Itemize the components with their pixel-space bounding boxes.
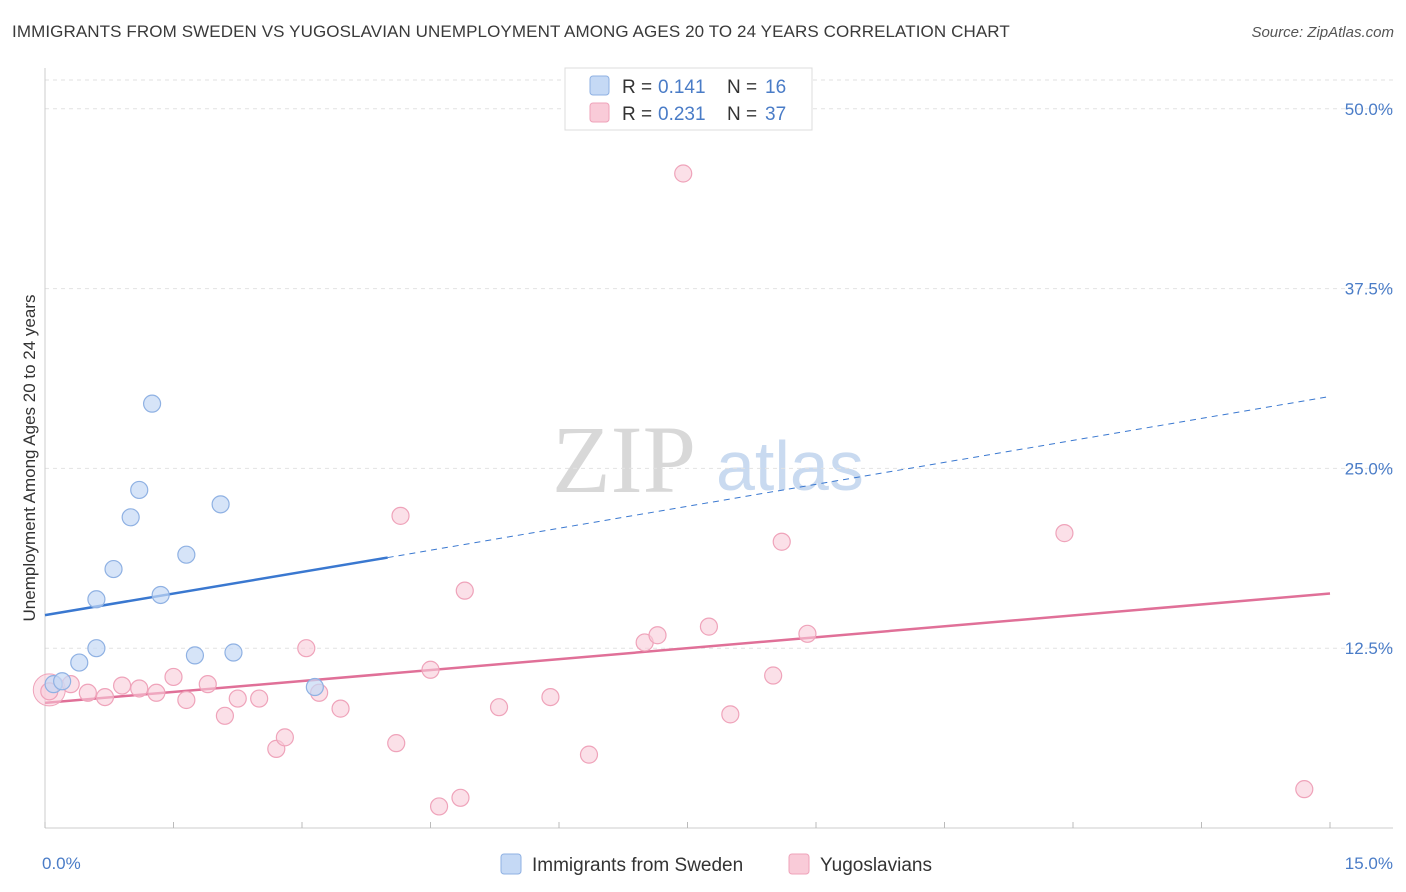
data-point-yugoslavians	[421, 660, 440, 679]
data-point-yugoslavians	[331, 699, 350, 718]
data-point-sweden	[87, 590, 106, 609]
data-point-sweden	[224, 643, 243, 662]
data-point-yugoslavians	[798, 624, 817, 643]
data-point-yugoslavians	[112, 676, 132, 695]
legend-r-label-2: R =	[622, 104, 652, 125]
data-point-yugoslavians	[429, 797, 449, 816]
bottom-legend-label-yugoslavians: Yugoslavians	[820, 855, 932, 876]
data-points	[32, 164, 1314, 816]
legend-r-label-1: R =	[622, 77, 652, 98]
data-point-sweden	[177, 545, 196, 564]
data-point-sweden	[70, 653, 89, 672]
trend-line-yugoslavians	[44, 592, 1331, 705]
data-point-yugoslavians	[147, 683, 166, 702]
data-point-yugoslavians	[275, 728, 294, 747]
y-axis-title: Unemployment Among Ages 20 to 24 years	[20, 295, 39, 622]
legend-swatch-sweden	[589, 75, 610, 96]
data-point-yugoslavians	[455, 581, 474, 600]
data-point-sweden	[104, 559, 123, 579]
bottom-legend: Immigrants from Sweden Yugoslavians	[500, 853, 932, 876]
data-point-yugoslavians	[772, 532, 791, 551]
data-point-yugoslavians	[579, 745, 599, 764]
trend-line-sweden-extension	[387, 395, 1331, 559]
x-tick-label-min: 0.0%	[42, 854, 81, 873]
data-point-yugoslavians	[391, 506, 410, 525]
data-point-yugoslavians	[228, 689, 247, 708]
watermark-zip: ZIP	[552, 406, 696, 513]
y-tick-label: 25.0%	[1345, 459, 1393, 478]
data-point-yugoslavians	[721, 705, 740, 724]
chart-title: IMMIGRANTS FROM SWEDEN VS YUGOSLAVIAN UN…	[12, 22, 1010, 41]
data-point-yugoslavians	[250, 689, 269, 708]
legend-n-value-1: 16	[765, 77, 786, 98]
data-point-sweden	[142, 394, 162, 413]
data-point-sweden	[185, 646, 205, 665]
y-tick-label: 12.5%	[1345, 639, 1393, 658]
data-point-yugoslavians	[1295, 780, 1314, 799]
data-point-sweden	[130, 480, 149, 500]
data-point-yugoslavians	[489, 698, 509, 717]
watermark-atlas: atlas	[716, 427, 864, 505]
data-point-yugoslavians	[78, 683, 97, 702]
data-point-yugoslavians	[1055, 524, 1074, 543]
legend-swatch-yugoslavians	[589, 102, 610, 123]
data-point-yugoslavians	[541, 687, 560, 707]
data-point-yugoslavians	[648, 626, 667, 645]
legend-n-label-1: N =	[727, 77, 757, 98]
data-point-yugoslavians	[674, 164, 693, 183]
data-point-yugoslavians	[451, 788, 470, 807]
data-point-sweden	[53, 672, 72, 691]
source-label: Source: ZipAtlas.com	[1251, 24, 1394, 41]
data-point-sweden	[305, 677, 324, 697]
data-point-yugoslavians	[297, 639, 316, 658]
data-point-yugoslavians	[387, 734, 406, 753]
data-point-yugoslavians	[177, 690, 196, 710]
y-tick-label: 37.5%	[1345, 280, 1393, 299]
legend-r-value-2: 0.231	[658, 104, 706, 125]
data-point-yugoslavians	[699, 617, 719, 636]
data-point-yugoslavians	[164, 667, 183, 687]
data-point-sweden	[87, 639, 106, 658]
data-point-yugoslavians	[764, 666, 783, 685]
legend: R = 0.141 N = 16 R = 0.231 N = 37	[564, 67, 813, 131]
grid-lines	[45, 79, 1393, 649]
bottom-legend-swatch-sweden	[500, 853, 522, 875]
legend-n-label-2: N =	[727, 104, 757, 125]
data-point-yugoslavians	[95, 687, 115, 707]
bottom-legend-swatch-yugoslavians	[788, 853, 810, 875]
legend-r-value-1: 0.141	[658, 77, 706, 98]
y-tick-labels: 12.5% 25.0% 37.5% 50.0%	[1345, 100, 1393, 658]
data-point-sweden	[121, 508, 140, 527]
data-point-yugoslavians	[198, 675, 217, 694]
legend-n-value-2: 37	[765, 104, 786, 125]
data-point-yugoslavians	[130, 679, 149, 698]
y-tick-label: 50.0%	[1345, 100, 1393, 119]
data-point-yugoslavians	[215, 706, 234, 725]
data-point-sweden	[151, 585, 170, 605]
bottom-legend-label-sweden: Immigrants from Sweden	[532, 855, 743, 876]
data-point-sweden	[211, 495, 230, 514]
x-tick-label-max: 15.0%	[1345, 854, 1393, 873]
